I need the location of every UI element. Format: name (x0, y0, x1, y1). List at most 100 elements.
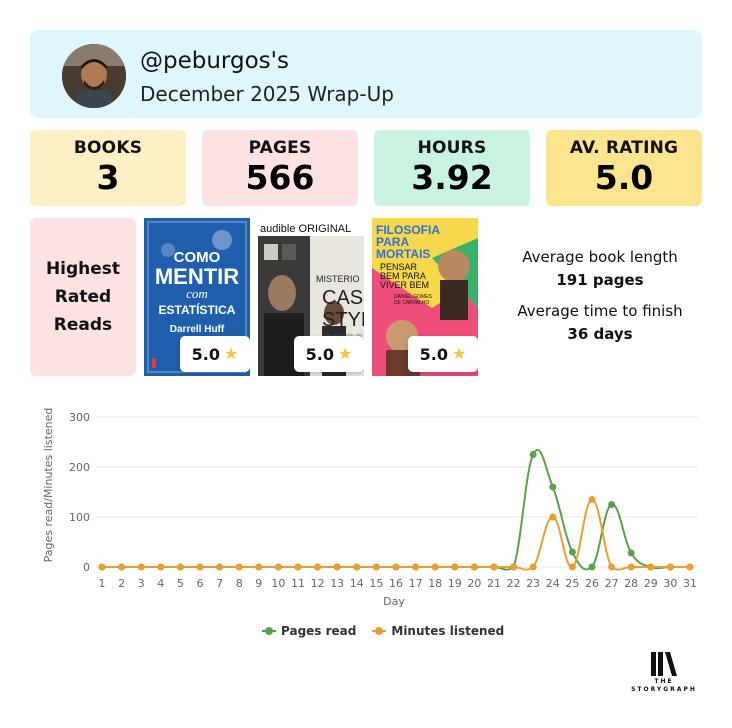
data-point-minutes-listened (137, 563, 145, 571)
x-tick-label: 8 (236, 577, 243, 590)
books-stat-card: BOOKS 3 (30, 130, 186, 206)
data-point-pages-read (549, 483, 557, 491)
data-point-minutes-listened (608, 563, 616, 571)
stat-label: BOOKS (73, 138, 143, 158)
book-cover-misterio-casc-styl[interactable]: audible ORIGINAL MISTERIO CASC STYL Um m… (258, 218, 364, 376)
data-point-minutes-listened (118, 563, 126, 571)
data-point-minutes-listened (314, 563, 322, 571)
svg-text:DE CARVALHO: DE CARVALHO (394, 300, 429, 306)
stat-value: 3 (96, 158, 120, 197)
x-tick-label: 1 (99, 577, 106, 590)
hours-stat-card: HOURS 3.92 (374, 130, 530, 206)
rating-badge: 5.0 ★ (180, 336, 250, 372)
svg-text:VIVER BEM: VIVER BEM (380, 280, 429, 290)
legend-item-minutes-listened[interactable]: Minutes listened (372, 624, 504, 638)
pages-stat-card: PAGES 566 (202, 130, 358, 206)
book-cover-filosofia-para-mortais[interactable]: FILOSOFIA PARA MORTAIS PENSAR BEM PARA V… (372, 218, 478, 376)
data-point-minutes-listened (392, 563, 400, 571)
svg-text:PENSAR: PENSAR (380, 262, 418, 272)
x-tick-label: 30 (663, 577, 677, 590)
data-point-minutes-listened (588, 496, 596, 503)
data-point-minutes-listened (255, 563, 263, 571)
svg-text:PARA: PARA (376, 235, 409, 249)
svg-text:STYL: STYL (322, 309, 364, 331)
avg-length-label: Average book length (522, 248, 678, 266)
data-point-minutes-listened (568, 563, 576, 571)
stat-label: HOURS (417, 138, 487, 158)
svg-text:com: com (186, 286, 208, 301)
x-tick-label: 14 (350, 577, 364, 590)
x-tick-label: 22 (507, 577, 521, 590)
data-point-pages-read (588, 563, 596, 571)
data-point-minutes-listened (216, 563, 224, 571)
highest-rated-label: Highest Rated Reads (45, 259, 121, 335)
data-point-minutes-listened (686, 563, 694, 571)
star-icon: ★ (452, 344, 467, 363)
x-tick-label: 6 (197, 577, 204, 590)
svg-text:MENTIR: MENTIR (155, 264, 239, 289)
data-point-minutes-listened (666, 563, 674, 571)
star-icon: ★ (224, 344, 239, 363)
data-point-minutes-listened (451, 563, 459, 571)
x-tick-label: 26 (585, 577, 599, 590)
stat-label: PAGES (248, 138, 312, 158)
data-point-minutes-listened (235, 563, 243, 571)
legend-item-pages-read[interactable]: Pages read (262, 624, 356, 638)
star-icon: ★ (338, 344, 353, 363)
x-tick-label: 28 (624, 577, 638, 590)
svg-text:DANIEL GOMES: DANIEL GOMES (394, 294, 433, 300)
stat-value: 5.0 (594, 158, 654, 197)
data-point-minutes-listened (647, 563, 655, 571)
svg-text:MORTAIS: MORTAIS (376, 247, 430, 261)
y-tick-label: 0 (83, 561, 90, 574)
book-cover-como-mentir[interactable]: COMO MENTIR com ESTATÍSTICA Darrell Huff… (144, 218, 250, 376)
x-tick-label: 27 (605, 577, 619, 590)
x-tick-label: 2 (118, 577, 125, 590)
username: @peburgos's (140, 48, 289, 74)
svg-text:BEM PARA: BEM PARA (380, 271, 426, 281)
x-tick-label: 12 (311, 577, 325, 590)
avatar (62, 44, 126, 108)
x-tick-label: 16 (389, 577, 403, 590)
x-tick-label: 3 (138, 577, 145, 590)
stat-label: AV. RATING (569, 138, 679, 158)
x-tick-label: 11 (291, 577, 305, 590)
data-point-minutes-listened (333, 563, 341, 571)
svg-text:ESTATÍSTICA: ESTATÍSTICA (159, 302, 236, 317)
avg-time-label: Average time to finish (517, 302, 683, 320)
storygraph-logo[interactable]: THE STORYGRAPH (626, 650, 702, 694)
legend-label: Minutes listened (391, 624, 505, 638)
avg-length-value: 191 pages (556, 271, 644, 289)
x-tick-label: 31 (683, 577, 697, 590)
data-point-minutes-listened (176, 563, 184, 571)
data-point-minutes-listened (627, 563, 635, 571)
data-point-minutes-listened (470, 563, 478, 571)
data-point-pages-read (627, 549, 635, 557)
stat-value: 566 (245, 158, 315, 197)
svg-text:CASC: CASC (322, 287, 364, 309)
series-line-pages-read (101, 448, 690, 571)
y-tick-label: 300 (69, 411, 90, 424)
legend-label: Pages read (281, 624, 357, 638)
daily-reading-chart: 0 100 200 300 1 2 3 4 5 6 7 8 9 10 11 12 13 14 15 16 17 18 19 2… (30, 395, 710, 655)
data-point-minutes-listened (372, 563, 380, 571)
y-tick-label: 100 (69, 511, 90, 524)
rating-badge: 5.0 ★ (294, 336, 364, 372)
x-tick-label: 4 (157, 577, 164, 590)
rating-stat-card: AV. RATING 5.0 (546, 130, 702, 206)
header-card: @peburgos's December 2025 Wrap-Up (30, 30, 702, 118)
data-point-minutes-listened (412, 563, 420, 571)
x-tick-label: 10 (271, 577, 285, 590)
data-point-minutes-listened (98, 563, 106, 571)
x-tick-label: 24 (546, 577, 560, 590)
svg-text:FILOSOFIA: FILOSOFIA (376, 223, 440, 237)
averages-block: Average book length 191 pages Average ti… (495, 246, 705, 354)
svg-text:COMO: COMO (174, 249, 221, 266)
legend-swatch (262, 626, 276, 636)
x-tick-label: 20 (467, 577, 481, 590)
logo-text-storygraph: STORYGRAPH (631, 686, 697, 693)
rating-value: 5.0 (305, 344, 334, 364)
data-point-minutes-listened (196, 563, 204, 571)
avg-time-value: 36 days (567, 325, 633, 343)
highest-rated-card: Highest Rated Reads (30, 218, 136, 376)
